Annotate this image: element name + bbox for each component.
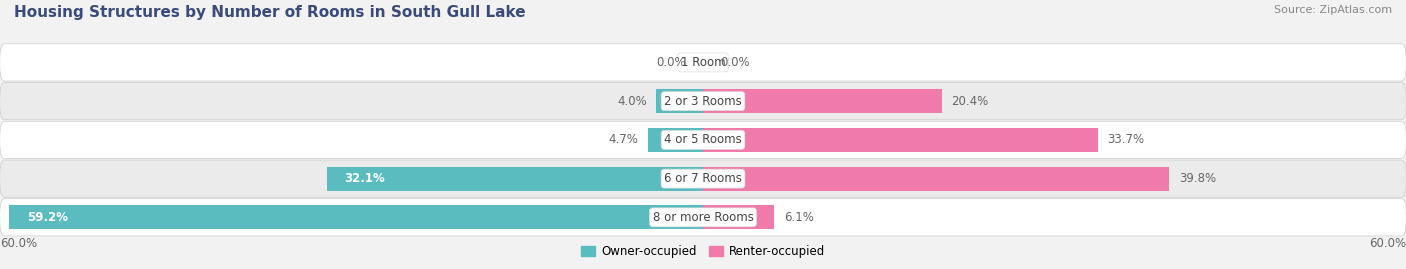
Text: Housing Structures by Number of Rooms in South Gull Lake: Housing Structures by Number of Rooms in…: [14, 5, 526, 20]
FancyBboxPatch shape: [0, 44, 1406, 81]
Text: 33.7%: 33.7%: [1108, 133, 1144, 146]
Legend: Owner-occupied, Renter-occupied: Owner-occupied, Renter-occupied: [576, 241, 830, 263]
Text: 6 or 7 Rooms: 6 or 7 Rooms: [664, 172, 742, 185]
Bar: [703, 128, 1098, 152]
Text: 4.7%: 4.7%: [609, 133, 638, 146]
Bar: [648, 128, 703, 152]
Text: 59.2%: 59.2%: [27, 211, 67, 224]
Text: 6.1%: 6.1%: [785, 211, 814, 224]
FancyBboxPatch shape: [0, 121, 1406, 158]
Text: 32.1%: 32.1%: [344, 172, 385, 185]
Text: Source: ZipAtlas.com: Source: ZipAtlas.com: [1274, 5, 1392, 15]
Text: 4 or 5 Rooms: 4 or 5 Rooms: [664, 133, 742, 146]
Text: 8 or more Rooms: 8 or more Rooms: [652, 211, 754, 224]
Text: 20.4%: 20.4%: [952, 95, 988, 108]
Bar: [10, 205, 703, 229]
Text: 0.0%: 0.0%: [655, 56, 686, 69]
Bar: [703, 167, 1170, 191]
FancyBboxPatch shape: [0, 199, 1406, 236]
FancyBboxPatch shape: [0, 160, 1406, 197]
Text: 60.0%: 60.0%: [0, 237, 37, 250]
FancyBboxPatch shape: [0, 83, 1406, 120]
Bar: [657, 89, 703, 113]
Text: 1 Room: 1 Room: [681, 56, 725, 69]
Text: 2 or 3 Rooms: 2 or 3 Rooms: [664, 95, 742, 108]
Text: 4.0%: 4.0%: [617, 95, 647, 108]
Bar: [703, 89, 942, 113]
Text: 0.0%: 0.0%: [721, 56, 751, 69]
Text: 39.8%: 39.8%: [1178, 172, 1216, 185]
Bar: [703, 205, 775, 229]
Bar: [326, 167, 703, 191]
Text: 60.0%: 60.0%: [1369, 237, 1406, 250]
